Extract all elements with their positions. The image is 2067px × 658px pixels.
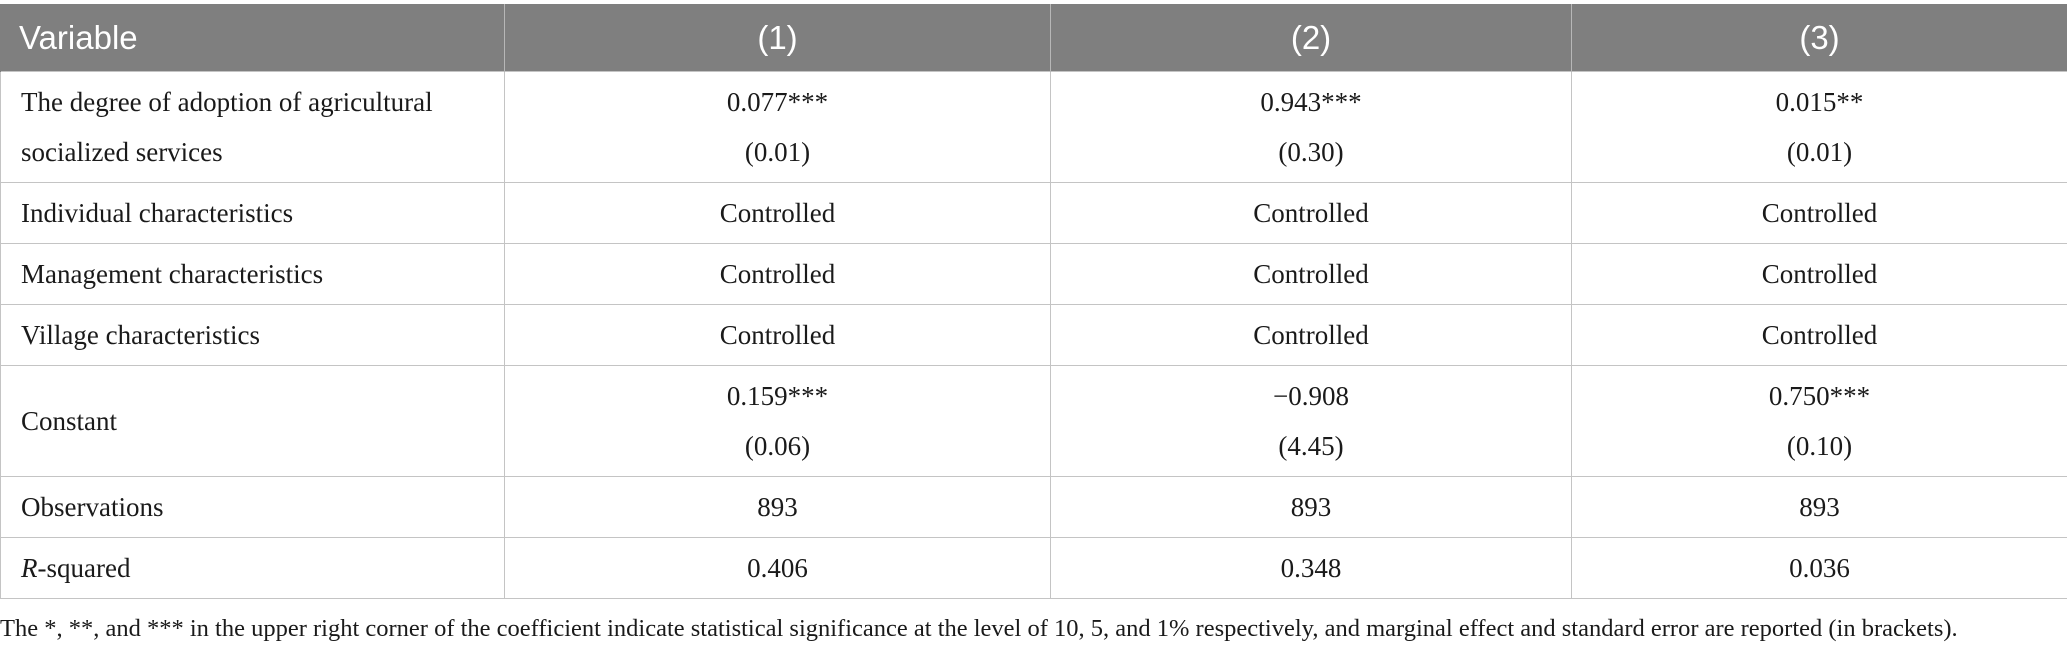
row-label-village: Village characteristics bbox=[0, 304, 505, 366]
r-italic-symbol: R bbox=[21, 553, 38, 583]
header-variable: Variable bbox=[0, 4, 505, 72]
cell-individual-col-1: Controlled bbox=[504, 182, 1051, 244]
coefficient-value: 0.943*** bbox=[1260, 87, 1362, 117]
table-row-r-squared: R-squared 0.406 0.348 0.036 bbox=[0, 537, 2067, 599]
table-row-village: Village characteristics Controlled Contr… bbox=[0, 304, 2067, 366]
table-header-row: Variable (1) (2) (3) bbox=[0, 4, 2067, 72]
header-col-1: (1) bbox=[504, 4, 1051, 72]
cell-observations-col-2: 893 bbox=[1050, 476, 1572, 538]
cell-management-col-1: Controlled bbox=[504, 243, 1051, 305]
cell-adoption-col-3: 0.015** (0.01) bbox=[1571, 71, 2067, 183]
standard-error-value: (0.06) bbox=[744, 431, 811, 461]
standard-error-value: (4.45) bbox=[1278, 431, 1344, 461]
header-col-2: (2) bbox=[1050, 4, 1572, 72]
cell-adoption-col-2: 0.943*** (0.30) bbox=[1050, 71, 1572, 183]
cell-village-col-1: Controlled bbox=[504, 304, 1051, 366]
row-label-constant: Constant bbox=[0, 365, 505, 477]
cell-r-squared-col-2: 0.348 bbox=[1050, 537, 1572, 599]
coefficient-value: 0.159*** bbox=[726, 381, 829, 411]
row-label-line-1: The degree of adoption of agricultural bbox=[21, 87, 433, 117]
row-label-line-2: socialized services bbox=[21, 137, 223, 167]
table-row-observations: Observations 893 893 893 bbox=[0, 476, 2067, 538]
cell-individual-col-3: Controlled bbox=[1571, 182, 2067, 244]
regression-table: Variable (1) (2) (3) The degree of adopt… bbox=[0, 4, 2067, 599]
cell-management-col-2: Controlled bbox=[1050, 243, 1572, 305]
cell-village-col-3: Controlled bbox=[1571, 304, 2067, 366]
coefficient-value: 0.015** bbox=[1775, 87, 1864, 117]
standard-error-value: (0.10) bbox=[1786, 431, 1853, 461]
row-label-individual: Individual characteristics bbox=[0, 182, 505, 244]
cell-management-col-3: Controlled bbox=[1571, 243, 2067, 305]
cell-village-col-2: Controlled bbox=[1050, 304, 1572, 366]
regression-table-container: Variable (1) (2) (3) The degree of adopt… bbox=[0, 4, 2067, 599]
table-row-constant: Constant 0.159*** (0.06) −0.908 (4.45) 0… bbox=[0, 365, 2067, 477]
row-label-r-squared: R-squared bbox=[0, 537, 505, 599]
cell-constant-col-2: −0.908 (4.45) bbox=[1050, 365, 1572, 477]
standard-error-value: (0.01) bbox=[1786, 137, 1853, 167]
row-label-management: Management characteristics bbox=[0, 243, 505, 305]
coefficient-value: 0.077*** bbox=[726, 87, 829, 117]
table-row-adoption-degree: The degree of adoption of agricultural s… bbox=[0, 71, 2067, 183]
coefficient-value: 0.750*** bbox=[1768, 381, 1871, 411]
cell-individual-col-2: Controlled bbox=[1050, 182, 1572, 244]
cell-r-squared-col-3: 0.036 bbox=[1571, 537, 2067, 599]
row-label-observations: Observations bbox=[0, 476, 505, 538]
header-col-3: (3) bbox=[1571, 4, 2067, 72]
table-row-individual: Individual characteristics Controlled Co… bbox=[0, 182, 2067, 244]
cell-observations-col-1: 893 bbox=[504, 476, 1051, 538]
table-row-management: Management characteristics Controlled Co… bbox=[0, 243, 2067, 305]
standard-error-value: (0.01) bbox=[744, 137, 811, 167]
cell-observations-col-3: 893 bbox=[1571, 476, 2067, 538]
coefficient-value: −0.908 bbox=[1273, 381, 1349, 411]
cell-constant-col-1: 0.159*** (0.06) bbox=[504, 365, 1051, 477]
cell-adoption-col-1: 0.077*** (0.01) bbox=[504, 71, 1051, 183]
table-footnote: The *, **, and *** in the upper right co… bbox=[0, 615, 1958, 642]
row-label-adoption-degree: The degree of adoption of agricultural s… bbox=[0, 71, 505, 183]
r-squared-suffix: -squared bbox=[37, 553, 131, 583]
cell-constant-col-3: 0.750*** (0.10) bbox=[1571, 365, 2067, 477]
standard-error-value: (0.30) bbox=[1278, 137, 1344, 167]
cell-r-squared-col-1: 0.406 bbox=[504, 537, 1051, 599]
